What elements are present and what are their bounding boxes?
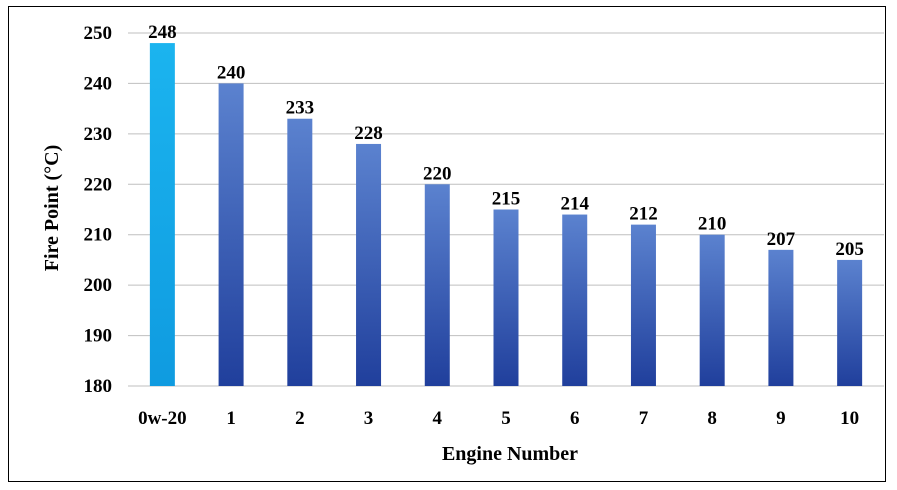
data-label: 240 <box>217 62 246 83</box>
x-tick-label: 6 <box>570 408 580 429</box>
y-tick-label: 200 <box>84 275 113 296</box>
bar <box>562 214 588 386</box>
x-tick-label: 9 <box>776 408 786 429</box>
bar <box>149 43 175 386</box>
data-label: 215 <box>492 189 521 210</box>
y-tick-label: 250 <box>84 23 113 44</box>
data-label: 205 <box>835 239 864 260</box>
x-tick-label: 5 <box>501 408 511 429</box>
bar <box>493 209 519 386</box>
bar <box>630 224 656 386</box>
x-tick-label: 8 <box>707 408 717 429</box>
bar <box>356 143 382 386</box>
x-tick-label: 4 <box>433 408 443 429</box>
bar <box>424 184 450 386</box>
x-tick-label: 1 <box>226 408 236 429</box>
data-label: 207 <box>767 229 796 250</box>
x-tick-label: 0w-20 <box>138 408 187 429</box>
y-tick-label: 240 <box>84 73 113 94</box>
data-label: 212 <box>629 204 658 225</box>
gridlines <box>128 32 884 387</box>
data-labels: 248 240 233 228 220 215 214 212 210 207 205 <box>148 22 864 260</box>
data-label: 248 <box>148 22 177 43</box>
y-tick-label: 190 <box>84 326 113 347</box>
bars <box>149 43 863 386</box>
bar <box>699 234 725 386</box>
x-tick-label: 3 <box>364 408 374 429</box>
y-tick-label: 180 <box>84 376 113 397</box>
data-label: 214 <box>560 194 589 215</box>
data-label: 220 <box>423 163 452 184</box>
data-label: 210 <box>698 214 727 235</box>
data-label: 228 <box>354 123 383 144</box>
x-axis-title: Engine Number <box>442 443 578 465</box>
x-axis-ticks: 0w-20 1 2 3 4 5 6 7 8 9 10 <box>138 408 859 429</box>
x-tick-label: 2 <box>295 408 305 429</box>
y-tick-label: 220 <box>84 174 113 195</box>
y-axis-title: Fire Point (°C) <box>41 145 63 271</box>
bar <box>287 118 313 386</box>
x-tick-label: 7 <box>639 408 649 429</box>
bar <box>768 249 794 386</box>
y-tick-label: 230 <box>84 124 113 145</box>
y-tick-label: 210 <box>84 225 113 246</box>
bar <box>837 259 863 386</box>
bar <box>218 83 244 386</box>
y-axis-ticks: 180 190 200 210 220 230 240 250 <box>84 23 113 397</box>
x-tick-label: 10 <box>840 408 859 429</box>
data-label: 233 <box>286 98 315 119</box>
